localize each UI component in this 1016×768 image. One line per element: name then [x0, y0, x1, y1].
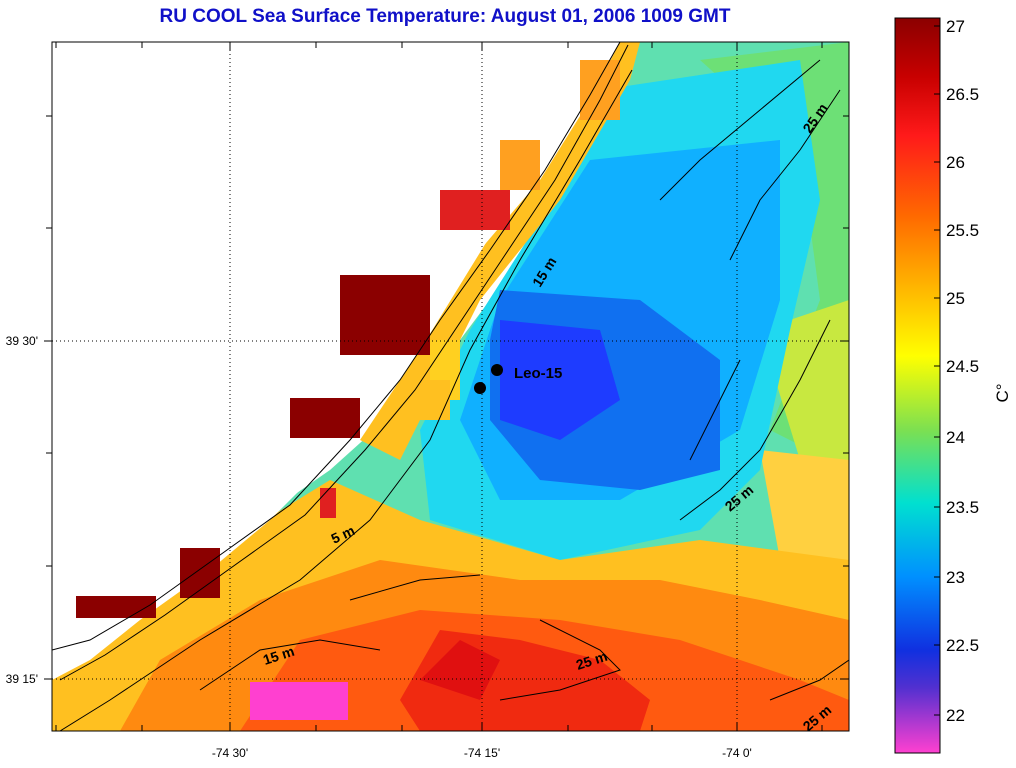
colorbar-tick-label: 24.5	[946, 357, 979, 376]
colorbar: 27 26.5 26 25.5 25 24.5 24 23.5 23 22.5 …	[894, 17, 1012, 754]
colorbar-tick-label: 23	[946, 568, 965, 587]
colorbar-tick-label: 24	[946, 428, 965, 447]
station-label: Leo-15	[514, 365, 562, 382]
map-frame	[51, 41, 850, 732]
colorbar-tick-label: 27	[946, 17, 965, 36]
colorbar-tick-label: 22.5	[946, 636, 979, 655]
sst-field: 5 m 15 m 15 m 25 m 25 m 25 m 25 m Leo-15	[52, 42, 849, 731]
x-tick-label: -74 15'	[464, 746, 500, 760]
colorbar-tick-label: 23.5	[946, 498, 979, 517]
y-tick-label: 39 15'	[6, 672, 38, 686]
colorbar-tick-label: 22	[946, 706, 965, 725]
station-leo15-marker	[491, 364, 503, 376]
colorbar-tick-label: 26	[946, 153, 965, 172]
map-title: RU COOL Sea Surface Temperature: August …	[159, 6, 731, 27]
colorbar-scale	[894, 17, 941, 754]
colorbar-unit-label: C°	[993, 383, 1012, 402]
lowest-temp-patch	[250, 682, 348, 720]
axis-ticks	[44, 42, 849, 731]
y-tick-label: 39 30'	[6, 334, 38, 348]
x-tick-label: -74 30'	[212, 746, 248, 760]
colorbar-tick-label: 25.5	[946, 221, 979, 240]
x-tick-label: -74 0'	[722, 746, 752, 760]
colorbar-tick-label: 25	[946, 289, 965, 308]
colorbar-tick-label: 26.5	[946, 85, 979, 104]
bathymetry-contours	[52, 42, 849, 731]
station-markers: Leo-15	[474, 364, 562, 394]
station-secondary-marker	[474, 382, 486, 394]
